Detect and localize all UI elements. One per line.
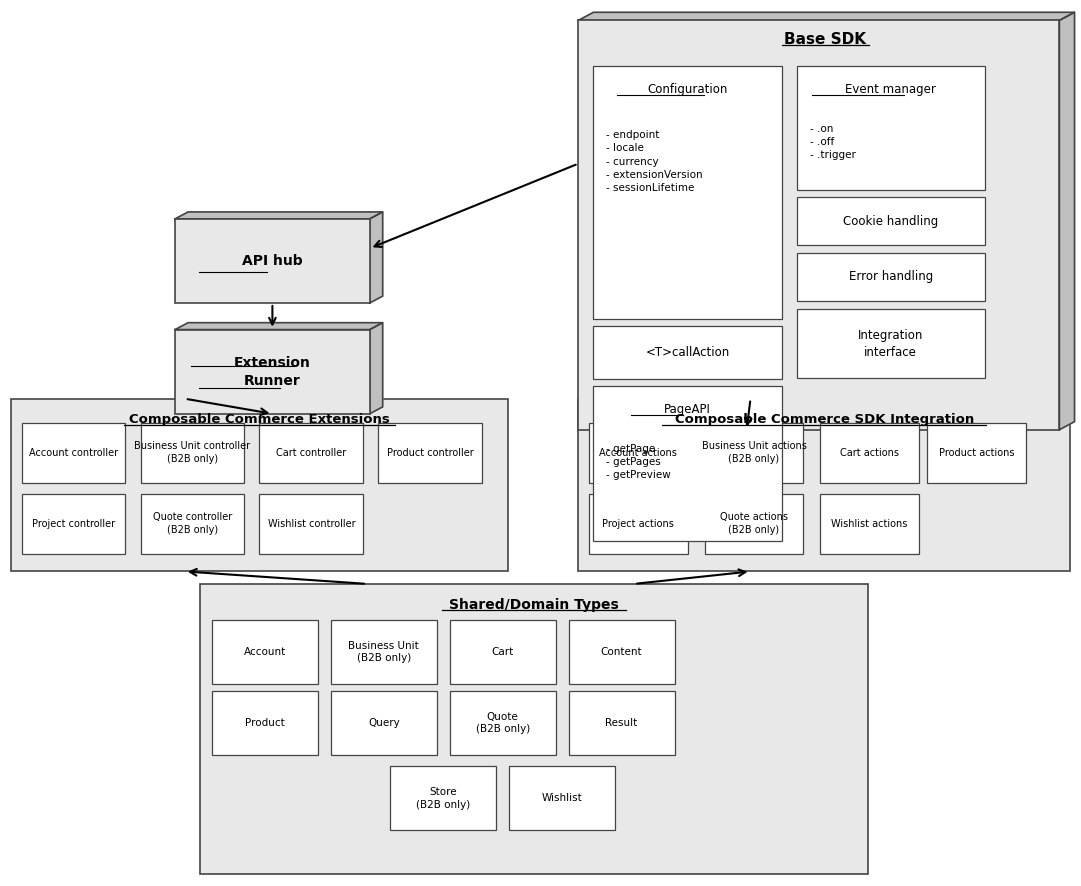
Bar <box>593 386 782 541</box>
Bar <box>175 219 370 303</box>
Bar <box>331 691 437 755</box>
Bar <box>200 584 868 874</box>
Text: Store
(B2B only): Store (B2B only) <box>416 787 470 810</box>
Text: PageAPI: PageAPI <box>664 403 711 416</box>
Text: Project controller: Project controller <box>32 518 115 529</box>
Text: Result: Result <box>605 718 638 728</box>
Bar <box>705 494 803 554</box>
Text: Composable Commerce SDK Integration: Composable Commerce SDK Integration <box>675 414 974 426</box>
Text: Business Unit actions
(B2B only): Business Unit actions (B2B only) <box>702 441 806 464</box>
Text: Wishlist: Wishlist <box>542 793 583 804</box>
Bar <box>797 309 985 378</box>
Text: Quote actions
(B2B only): Quote actions (B2B only) <box>720 512 788 535</box>
Bar <box>578 399 1070 571</box>
Text: Wishlist actions: Wishlist actions <box>831 518 908 529</box>
Bar <box>212 691 318 755</box>
Bar <box>141 494 244 554</box>
Text: - .on
- .off
- .trigger: - .on - .off - .trigger <box>810 124 855 160</box>
Bar <box>820 423 919 483</box>
Text: <T>callAction: <T>callAction <box>645 346 730 359</box>
Text: Wishlist controller: Wishlist controller <box>267 518 356 529</box>
Bar <box>22 423 125 483</box>
Text: Error handling: Error handling <box>849 270 933 284</box>
Text: - getPage
- getPages
- getPreview: - getPage - getPages - getPreview <box>606 444 671 480</box>
Text: Product controller: Product controller <box>387 447 473 458</box>
Text: Composable Commerce Extensions: Composable Commerce Extensions <box>129 414 390 426</box>
Bar <box>175 330 370 414</box>
Text: Quote controller
(B2B only): Quote controller (B2B only) <box>152 512 232 535</box>
Bar <box>593 66 782 319</box>
Text: Business Unit
(B2B only): Business Unit (B2B only) <box>348 641 419 664</box>
Bar <box>927 423 1026 483</box>
Bar <box>450 620 556 684</box>
Bar <box>378 423 482 483</box>
Bar <box>705 423 803 483</box>
Polygon shape <box>370 323 383 414</box>
Bar <box>820 494 919 554</box>
Text: Base SDK: Base SDK <box>785 33 866 47</box>
Polygon shape <box>175 212 383 219</box>
Bar <box>141 423 244 483</box>
Text: Cart actions: Cart actions <box>840 447 899 458</box>
Text: Content: Content <box>601 647 642 657</box>
Bar <box>259 494 363 554</box>
Polygon shape <box>578 12 1075 20</box>
Bar <box>797 197 985 245</box>
Bar <box>11 399 508 571</box>
Bar <box>22 494 125 554</box>
Text: Account controller: Account controller <box>29 447 118 458</box>
Bar <box>390 766 496 830</box>
Text: API hub: API hub <box>242 254 303 268</box>
Text: Project actions: Project actions <box>602 518 675 529</box>
Polygon shape <box>1059 12 1075 430</box>
Polygon shape <box>370 212 383 303</box>
Bar <box>589 494 688 554</box>
Bar <box>509 766 615 830</box>
Bar <box>259 423 363 483</box>
Bar <box>331 620 437 684</box>
Bar <box>569 620 675 684</box>
Text: Integration
interface: Integration interface <box>858 329 923 359</box>
Bar <box>797 66 985 190</box>
Text: Product: Product <box>245 718 284 728</box>
Text: Cart controller: Cart controller <box>277 447 346 458</box>
Text: Configuration: Configuration <box>648 83 728 96</box>
Text: Account actions: Account actions <box>599 447 678 458</box>
Text: Event manager: Event manager <box>845 83 936 96</box>
Bar <box>450 691 556 755</box>
Text: Extension
Runner: Extension Runner <box>233 356 311 387</box>
Bar <box>797 253 985 301</box>
Text: Query: Query <box>368 718 400 728</box>
Text: Business Unit controller
(B2B only): Business Unit controller (B2B only) <box>134 441 251 464</box>
Bar <box>569 691 675 755</box>
Polygon shape <box>175 323 383 330</box>
Text: Cart: Cart <box>492 647 513 657</box>
Text: - endpoint
- locale
- currency
- extensionVersion
- sessionLifetime: - endpoint - locale - currency - extensi… <box>606 130 703 193</box>
Text: Shared/Domain Types: Shared/Domain Types <box>449 598 619 612</box>
Bar <box>578 20 1059 430</box>
Bar <box>589 423 688 483</box>
Text: Account: Account <box>243 647 286 657</box>
Text: Cookie handling: Cookie handling <box>843 214 938 228</box>
Bar <box>212 620 318 684</box>
Text: Product actions: Product actions <box>939 447 1014 458</box>
Bar <box>593 326 782 379</box>
Text: Quote
(B2B only): Quote (B2B only) <box>476 711 530 734</box>
